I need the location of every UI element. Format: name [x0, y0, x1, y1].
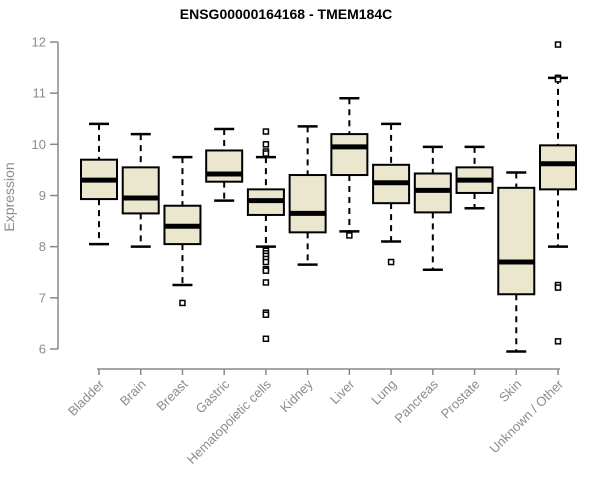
outlier-point	[262, 335, 270, 343]
outlier-point	[262, 267, 270, 274]
box-group-brain	[121, 132, 160, 248]
outlier-point	[262, 311, 270, 318]
outlier-point	[262, 279, 270, 286]
outlier-point	[262, 128, 270, 135]
box-group-prostate	[455, 145, 494, 210]
iqr-box	[121, 166, 160, 215]
y-axis: 6 7 8 9 10 11 12	[32, 35, 59, 357]
x-tick-label: Gastric	[193, 376, 233, 416]
x-tick-label: Lung	[368, 377, 399, 408]
box-group-unknown-other	[539, 41, 577, 345]
outlier-point	[262, 150, 270, 157]
iqr-box	[539, 144, 577, 191]
x-tick-label: Breast	[153, 376, 190, 413]
box-group-bladder	[80, 122, 118, 246]
outlier-point	[554, 338, 562, 345]
chart-title: ENSG00000164168 - TMEM184C	[180, 6, 392, 22]
box-group-hematopoietic-cells	[246, 128, 285, 343]
x-tick-label: Liver	[327, 376, 358, 407]
x-tick-label: Bladder	[65, 376, 108, 419]
outlier-point	[554, 41, 562, 48]
box-group-breast	[163, 155, 202, 307]
box-group-lung	[372, 122, 411, 266]
y-tick-label: 9	[39, 188, 46, 203]
iqr-box	[330, 133, 369, 177]
y-tick-label: 12	[32, 35, 46, 50]
y-axis-title: Expression	[1, 162, 17, 231]
box-group-pancreas	[413, 145, 452, 271]
x-tick-label: Brain	[117, 377, 149, 409]
y-tick-label: 10	[32, 137, 46, 152]
iqr-box	[497, 186, 536, 296]
box-group-skin	[497, 171, 536, 353]
outlier-point	[554, 284, 562, 291]
iqr-box	[413, 172, 452, 214]
outlier-point	[262, 258, 270, 266]
box-group-kidney	[288, 125, 327, 266]
outlier-point	[179, 299, 186, 307]
x-tick-label: Skin	[496, 377, 524, 405]
x-tick-label: Unknown / Other	[487, 376, 567, 456]
outlier-point	[346, 232, 353, 239]
y-tick-label: 6	[39, 342, 46, 357]
x-tick-label: Prostate	[438, 377, 483, 422]
y-tick-label: 11	[33, 86, 47, 101]
outlier-point	[554, 76, 562, 83]
iqr-box	[288, 174, 327, 234]
y-tick-label: 7	[39, 290, 46, 305]
box-group-liver	[330, 97, 369, 239]
outlier-point	[387, 258, 395, 266]
x-tick-label: Kidney	[277, 376, 316, 415]
outlier-point	[262, 141, 270, 148]
plot-area	[80, 41, 577, 353]
box-group-gastric	[205, 127, 244, 202]
x-tick-label: Pancreas	[391, 376, 441, 426]
y-tick-label: 8	[39, 239, 46, 254]
iqr-box	[205, 149, 244, 183]
